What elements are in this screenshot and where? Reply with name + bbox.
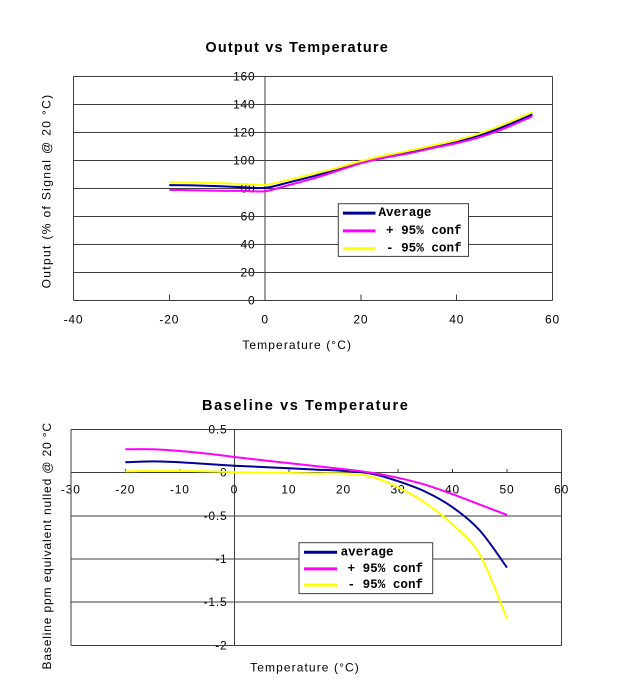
svg-text:40: 40: [449, 313, 464, 327]
svg-text:10: 10: [281, 483, 296, 497]
svg-text:- 95% conf: - 95% conf: [348, 578, 424, 592]
svg-text:0: 0: [261, 313, 268, 327]
svg-text:+ 95% conf: + 95% conf: [348, 562, 424, 576]
svg-text:Baseline ppm equivalent nulled: Baseline ppm equivalent nulled @ 20 °C: [40, 422, 54, 669]
svg-text:average: average: [341, 545, 394, 559]
svg-text:-40: -40: [64, 313, 84, 327]
svg-text:Output (% of Signal @ 20 °C): Output (% of Signal @ 20 °C): [39, 94, 53, 289]
svg-text:Temperature (°C): Temperature (°C): [242, 338, 352, 352]
svg-text:-20: -20: [159, 313, 179, 327]
svg-text:Temperature (°C): Temperature (°C): [250, 661, 360, 675]
svg-text:Baseline vs Temperature: Baseline vs Temperature: [202, 398, 409, 414]
svg-text:Output vs Temperature: Output vs Temperature: [205, 40, 389, 56]
svg-text:20: 20: [336, 483, 351, 497]
svg-text:-20: -20: [115, 483, 135, 497]
svg-text:20: 20: [353, 313, 368, 327]
svg-text:Average: Average: [379, 206, 432, 220]
svg-text:- 95% conf: - 95% conf: [386, 242, 462, 256]
svg-text:50: 50: [500, 483, 515, 497]
svg-text:60: 60: [545, 313, 560, 327]
svg-text:-10: -10: [170, 483, 190, 497]
svg-text:+ 95% conf: + 95% conf: [386, 224, 462, 238]
